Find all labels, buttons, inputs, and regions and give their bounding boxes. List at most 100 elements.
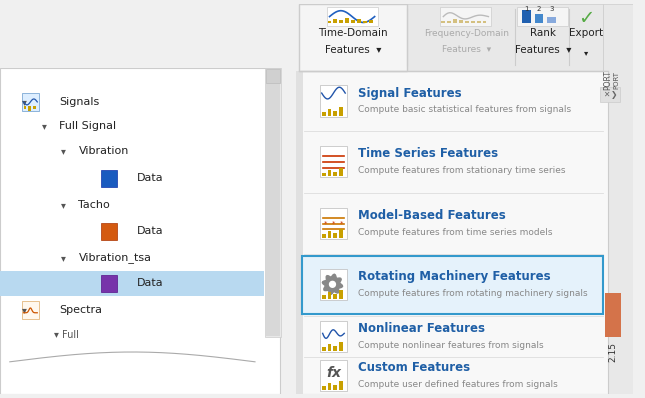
Bar	[299, 4, 603, 70]
Bar	[600, 87, 620, 102]
Bar	[265, 68, 281, 337]
Text: ▾: ▾	[61, 253, 66, 263]
Bar	[322, 295, 326, 299]
Bar	[447, 21, 451, 23]
Bar	[603, 4, 633, 394]
Bar	[441, 7, 491, 26]
Text: PORT: PORT	[604, 70, 613, 90]
Text: 1: 1	[524, 6, 528, 12]
Bar	[266, 83, 281, 336]
Bar	[339, 290, 343, 299]
Text: ▾: ▾	[22, 305, 27, 315]
Text: Compute user defined features from signals: Compute user defined features from signa…	[358, 380, 558, 389]
Text: Model-Based Features: Model-Based Features	[358, 209, 506, 222]
Text: Data: Data	[137, 174, 164, 183]
Bar	[299, 4, 407, 70]
Bar	[482, 21, 486, 23]
Text: Signal Features: Signal Features	[358, 87, 462, 100]
Bar	[333, 233, 337, 238]
Bar	[477, 21, 481, 23]
Bar	[453, 19, 457, 23]
Text: Full Signal: Full Signal	[59, 121, 116, 131]
Bar	[0, 271, 264, 296]
Bar	[351, 20, 355, 23]
Bar	[328, 344, 332, 351]
Text: ▾: ▾	[61, 200, 66, 210]
Text: Data: Data	[137, 226, 164, 236]
Bar	[21, 93, 39, 111]
Bar	[333, 346, 337, 351]
Text: Rotating Machinery Features: Rotating Machinery Features	[358, 270, 551, 283]
Text: Features  ▾: Features ▾	[515, 45, 571, 55]
Bar	[339, 107, 343, 116]
Text: 2.15: 2.15	[608, 342, 617, 362]
Text: Vibration: Vibration	[79, 146, 129, 156]
Text: Frequency-Domain: Frequency-Domain	[424, 29, 510, 38]
Text: Custom Features: Custom Features	[358, 361, 470, 374]
Bar	[320, 269, 347, 300]
Bar	[320, 85, 347, 117]
Bar	[21, 301, 39, 319]
Text: ❯: ❯	[611, 90, 617, 99]
Bar	[465, 21, 469, 23]
Text: Compute features from stationary time series: Compute features from stationary time se…	[358, 166, 566, 175]
Bar	[328, 383, 332, 390]
Bar	[363, 21, 367, 23]
Text: Compute features from time series models: Compute features from time series models	[358, 228, 553, 237]
Text: ✓: ✓	[579, 9, 595, 28]
Bar	[322, 386, 326, 390]
Text: 2: 2	[537, 6, 541, 12]
Text: Nonlinear Features: Nonlinear Features	[358, 322, 485, 335]
Bar	[333, 294, 337, 299]
Text: *: *	[340, 220, 343, 226]
Bar	[522, 10, 531, 23]
Bar	[339, 168, 343, 176]
Bar	[322, 234, 326, 238]
Bar	[535, 14, 543, 23]
Text: PORT: PORT	[613, 71, 619, 89]
Text: Export: Export	[570, 28, 604, 38]
Bar	[339, 381, 343, 390]
Bar	[471, 21, 475, 23]
Bar	[299, 70, 608, 394]
Bar	[320, 208, 347, 239]
Bar	[328, 231, 332, 238]
Bar	[266, 68, 281, 83]
Bar	[101, 222, 117, 240]
Bar	[345, 18, 349, 23]
Bar	[339, 342, 343, 351]
Text: Time Series Features: Time Series Features	[358, 147, 498, 160]
Bar	[320, 321, 347, 352]
Text: fx: fx	[326, 366, 341, 380]
Bar	[0, 4, 284, 68]
Bar	[296, 70, 303, 394]
Text: *: *	[332, 220, 335, 226]
Bar	[459, 20, 463, 23]
Bar	[339, 229, 343, 238]
Bar	[101, 275, 117, 292]
Circle shape	[330, 281, 335, 287]
Text: Compute features from rotating machinery signals: Compute features from rotating machinery…	[358, 289, 588, 298]
Bar	[322, 347, 326, 351]
Text: ▾ Full: ▾ Full	[54, 330, 79, 340]
Text: ✕: ✕	[603, 90, 610, 99]
Text: *: *	[324, 220, 327, 226]
Text: Compute basic statistical features from signals: Compute basic statistical features from …	[358, 105, 571, 114]
Bar	[333, 385, 337, 390]
Text: Features  ▾: Features ▾	[325, 45, 381, 55]
Bar	[302, 256, 603, 314]
Text: Time-Domain: Time-Domain	[318, 28, 388, 38]
Text: ▾: ▾	[584, 49, 589, 57]
Bar	[328, 109, 332, 116]
Bar	[322, 112, 326, 116]
Bar	[322, 172, 326, 176]
Bar	[101, 170, 117, 187]
Bar	[326, 7, 377, 26]
Text: Signals: Signals	[59, 97, 99, 107]
Text: Compute nonlinear features from signals: Compute nonlinear features from signals	[358, 341, 544, 349]
Text: Data: Data	[137, 278, 164, 288]
Text: 3: 3	[550, 6, 554, 12]
Polygon shape	[322, 274, 342, 295]
Bar	[320, 360, 347, 391]
Bar	[333, 19, 337, 23]
